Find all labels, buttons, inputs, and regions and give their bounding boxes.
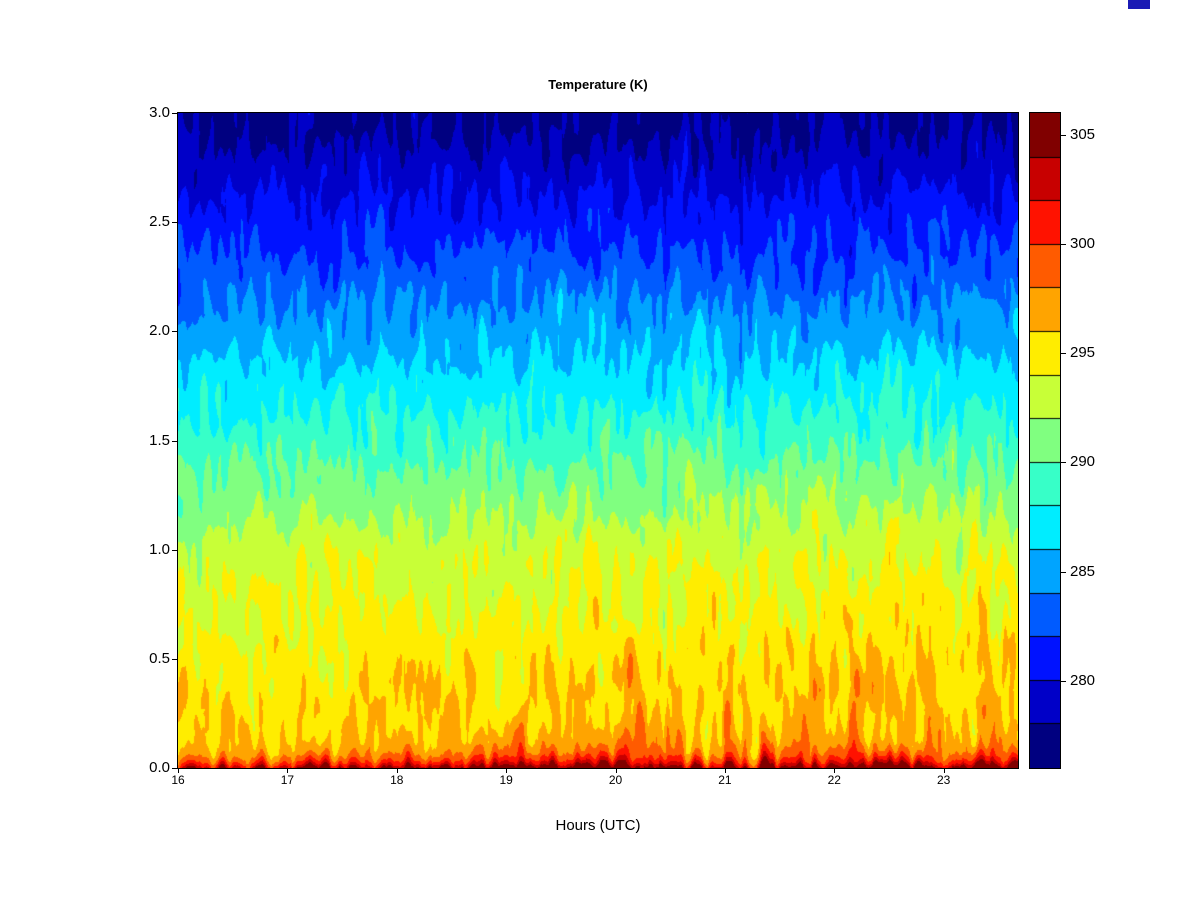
colorbar-tick-label: 295 (1070, 344, 1096, 362)
x-axis-title: Hours (UTC) (555, 817, 641, 834)
y-tick-mark (172, 440, 178, 442)
y-tick-label: 0.0 (149, 759, 170, 776)
y-tick-label: 0.5 (149, 649, 170, 667)
y-tick-mark (172, 113, 178, 114)
chart-title: Temperature (K) (548, 77, 648, 92)
x-tick-label: 23 (936, 773, 951, 787)
colorbar-tick-label: 290 (1070, 453, 1096, 471)
y-tick-mark (172, 331, 178, 333)
y-tick-mark (172, 768, 178, 769)
contour-field-canvas (178, 113, 1018, 768)
y-tick-label: 1.5 (149, 431, 170, 449)
x-tick-mark (615, 768, 617, 773)
y-tick-label: 3.0 (149, 104, 170, 121)
colorbar-canvas (1030, 113, 1060, 768)
colorbar-tick-mark (1060, 680, 1066, 682)
colorbar-tick-mark (1060, 462, 1066, 464)
colorbar-tick-label: 280 (1070, 671, 1096, 689)
colorbar-tick-mark (1060, 571, 1066, 573)
y-tick-mark (172, 658, 178, 660)
x-tick-label: 16 (171, 773, 185, 787)
y-tick-mark (172, 222, 178, 224)
x-tick-mark (178, 768, 179, 773)
y-tick-label: 2.0 (149, 322, 170, 340)
x-tick-label: 22 (827, 773, 841, 787)
colorbar-tick-mark (1060, 134, 1066, 136)
x-tick-mark (834, 768, 836, 773)
colorbar-tick-label: 305 (1070, 125, 1096, 143)
x-tick-mark (506, 768, 508, 773)
colorbar-tick-label: 285 (1070, 562, 1096, 580)
x-tick-mark (396, 768, 398, 773)
y-tick-label: 2.5 (149, 213, 170, 231)
screen-artifact (1128, 0, 1150, 9)
x-tick-label: 19 (499, 773, 513, 787)
x-tick-label: 17 (280, 773, 295, 787)
x-tick-label: 18 (390, 773, 404, 787)
y-tick-label: 1.0 (149, 540, 170, 558)
colorbar-tick-mark (1060, 244, 1066, 245)
y-tick-mark (172, 549, 178, 551)
x-tick-mark (287, 768, 289, 773)
x-tick-label: 21 (718, 773, 732, 787)
x-tick-label: 20 (608, 773, 623, 787)
colorbar-tick-mark (1060, 353, 1066, 355)
x-tick-mark (943, 768, 945, 773)
colorbar-tick-label: 300 (1070, 235, 1096, 252)
x-tick-mark (724, 768, 726, 773)
